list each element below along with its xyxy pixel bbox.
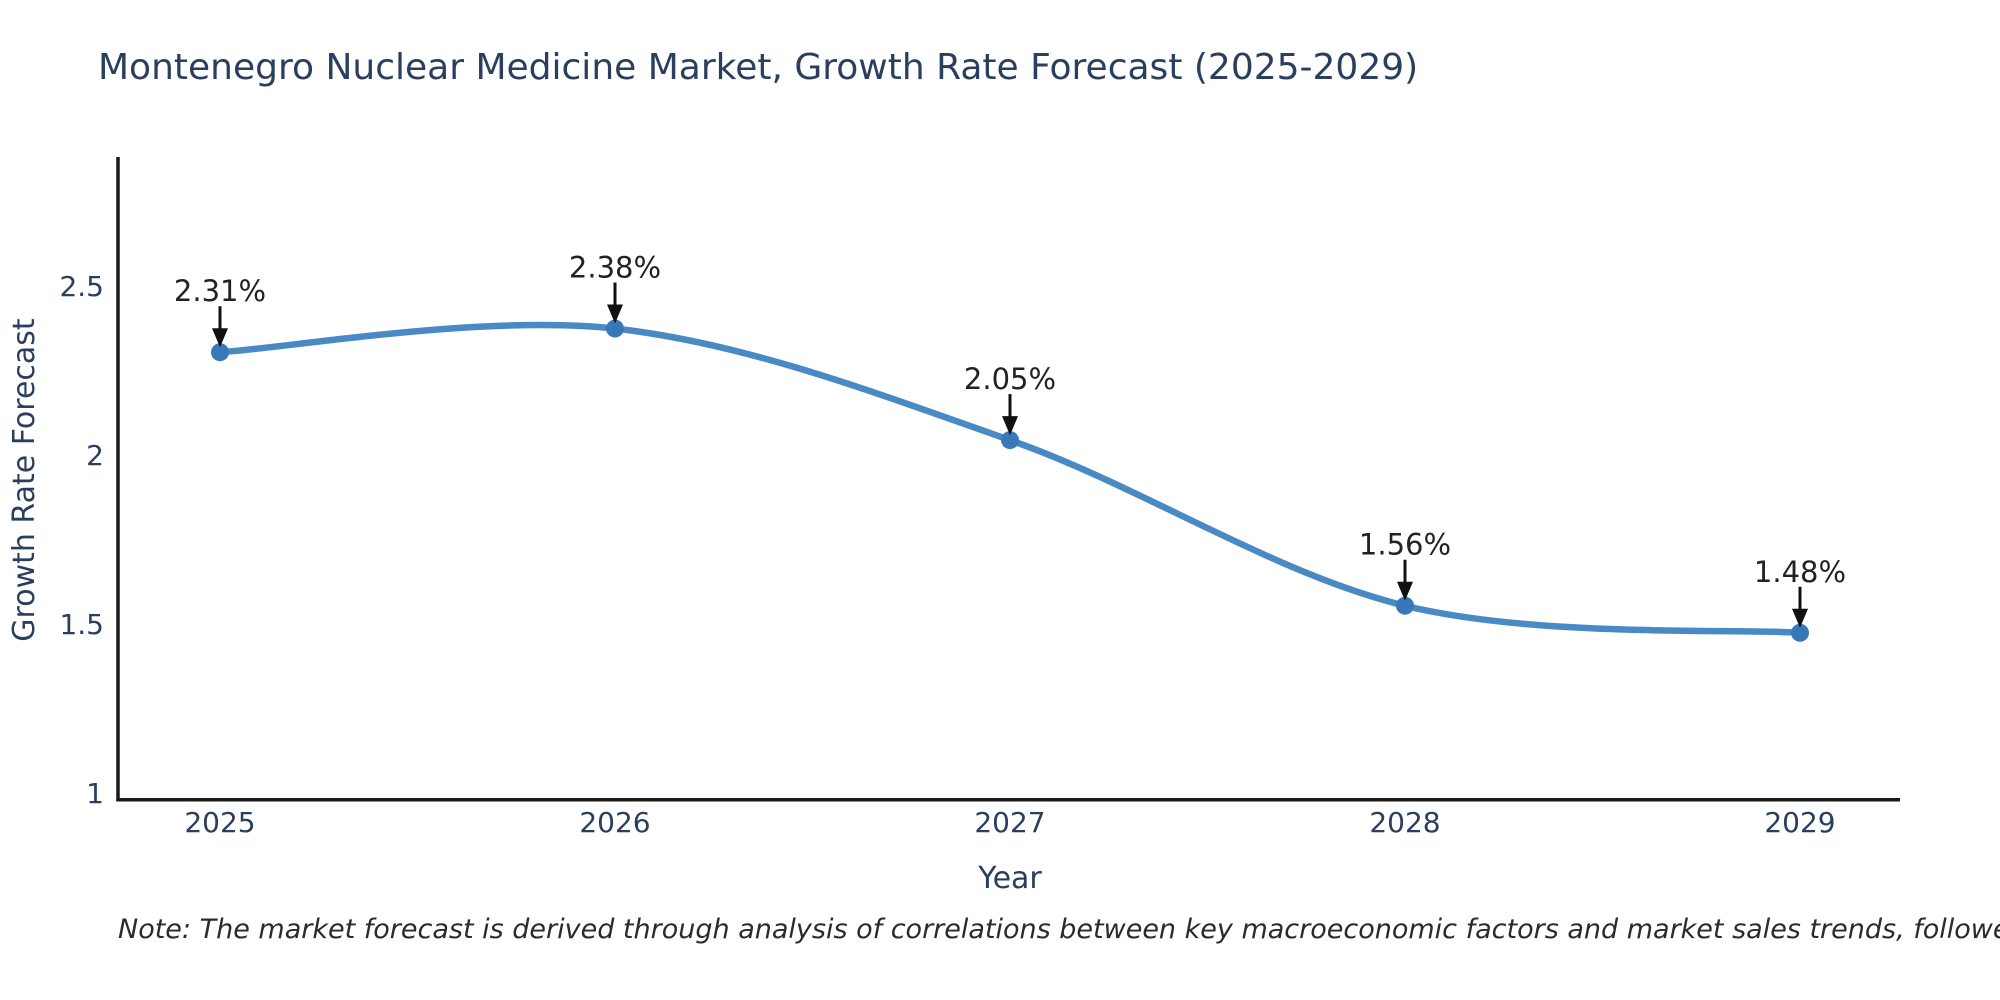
x-tick-label: 2027 [974,806,1045,839]
axis-ticks: 2.5 2 1.5 1 2025 2026 2027 2028 2029 [59,270,1835,839]
data-point-marker-2029 [1791,623,1809,642]
annotation-arrowhead [1397,581,1413,601]
plot-area [211,319,1809,642]
annotation-label: 2.38% [569,251,661,285]
y-tick-label: 1 [86,777,104,810]
annotation-arrowhead [1002,416,1018,436]
x-tick-label: 2029 [1764,806,1835,839]
data-point-marker-2025 [211,343,229,362]
y-tick-label: 2 [86,439,104,472]
y-tick-label: 1.5 [59,608,104,641]
data-point-marker-2027 [1001,431,1019,450]
data-point-marker-2026 [606,319,624,338]
annotation-arrowhead [212,328,228,348]
annotation-label: 2.05% [964,362,1056,396]
x-tick-label: 2025 [184,806,255,839]
x-tick-label: 2028 [1369,806,1440,839]
annotation-label: 1.48% [1754,555,1846,589]
data-point-marker-2028 [1396,596,1414,615]
chart-title: Montenegro Nuclear Medicine Market, Grow… [98,47,1419,88]
annotation-arrowhead [1792,608,1808,628]
footnote: Note: The market forecast is derived thr… [118,914,2000,945]
y-axis-title: Growth Rate Forecast [7,318,42,642]
y-tick-label: 2.5 [59,270,104,303]
x-axis-title: Year [977,861,1042,896]
annotation-label: 2.31% [174,274,266,308]
x-tick-label: 2026 [579,806,650,839]
point-annotations: 2.31% 2.38% 2.05% 1.56% 1.48% [174,251,1846,628]
annotation-label: 1.56% [1359,528,1451,562]
annotation-arrowhead [607,304,623,324]
